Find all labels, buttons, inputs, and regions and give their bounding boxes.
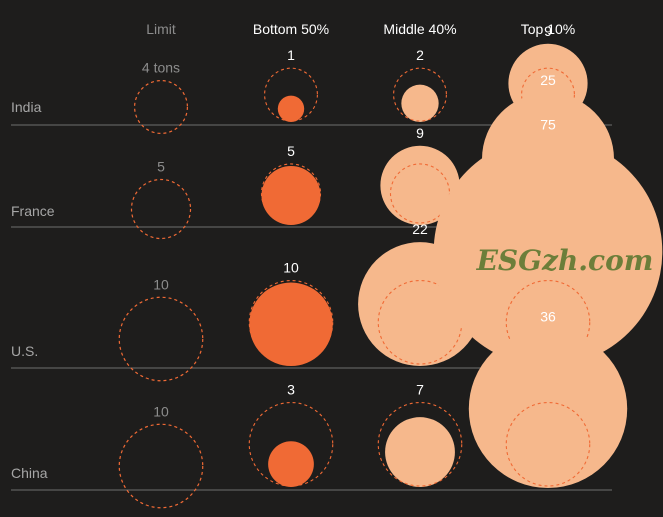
value-label-france-bottom-50: 5 — [287, 143, 295, 159]
value-label-france-top-10: 25 — [540, 72, 556, 88]
value-label-india-middle-40: 2 — [416, 47, 424, 63]
bubble-china-bottom-50 — [268, 441, 314, 487]
limit-ring-u-s-bottom-50 — [248, 279, 334, 365]
country-label-u-s: U.S. — [11, 343, 38, 359]
value-label-france-middle-40: 9 — [416, 125, 424, 141]
bubble-u-s-bottom-50 — [249, 282, 333, 366]
value-label-china-top-10: 36 — [540, 309, 556, 325]
bubble-china-middle-40 — [385, 417, 455, 487]
limit-ring-india-middle-40 — [393, 67, 447, 122]
country-label-china: China — [11, 465, 48, 481]
bubble-india-bottom-50 — [277, 95, 305, 123]
country-label-india: India — [11, 99, 42, 115]
bubble-france-bottom-50 — [261, 165, 321, 225]
column-header-middle-40: Middle 40% — [383, 21, 456, 37]
watermark: ESGzh.com — [476, 244, 654, 277]
value-label-india-limit: 4 tons — [142, 60, 180, 76]
limit-ring-france-bottom-50 — [260, 163, 322, 224]
bubbles — [118, 43, 663, 509]
value-label-france-limit: 5 — [157, 158, 165, 174]
value-label-china-middle-40: 7 — [416, 382, 424, 398]
limit-ring-china-middle-40 — [377, 401, 463, 487]
column-header-top-10: Top 10% — [521, 21, 575, 37]
limit-ring-france-middle-40 — [389, 163, 451, 224]
limit-ring-china-top-10 — [505, 401, 591, 487]
limit-circle-france — [130, 178, 192, 240]
value-label-u-s-bottom-50: 10 — [283, 260, 299, 276]
bubble-india-middle-40 — [401, 84, 439, 122]
value-label-china-bottom-50: 3 — [287, 382, 295, 398]
value-label-china-limit: 10 — [153, 403, 169, 419]
column-header-bottom-50: Bottom 50% — [253, 21, 329, 37]
limit-ring-u-s-top-10 — [505, 279, 591, 365]
value-label-u-s-middle-40: 22 — [412, 221, 428, 237]
limit-circle-china — [118, 423, 204, 509]
value-labels: 4 tons 1 2 9 5 5 9 25 10 10 22 75 10 3 7 36 — [142, 23, 556, 419]
value-label-india-top-10: 9 — [544, 23, 552, 39]
country-label-france: France — [11, 203, 55, 219]
column-header-limit: Limit — [146, 21, 176, 37]
limit-ring-india-bottom-50 — [264, 67, 318, 122]
column-headers: Limit Bottom 50% Middle 40% Top 10% — [146, 21, 575, 37]
country-labels: India France U.S. China — [11, 99, 55, 481]
limit-ring-india-top-10 — [521, 67, 575, 122]
bubble-china-top-10 — [468, 329, 628, 488]
limit-circle-u-s — [118, 296, 204, 382]
value-label-u-s-limit: 10 — [153, 276, 169, 292]
limit-circle-india — [134, 79, 189, 134]
value-label-india-bottom-50: 1 — [287, 47, 295, 63]
bubble-u-s-top-10 — [433, 137, 663, 366]
value-label-u-s-top-10: 75 — [540, 116, 556, 132]
limit-ring-china-bottom-50 — [248, 401, 334, 487]
bubble-france-middle-40 — [380, 145, 460, 225]
